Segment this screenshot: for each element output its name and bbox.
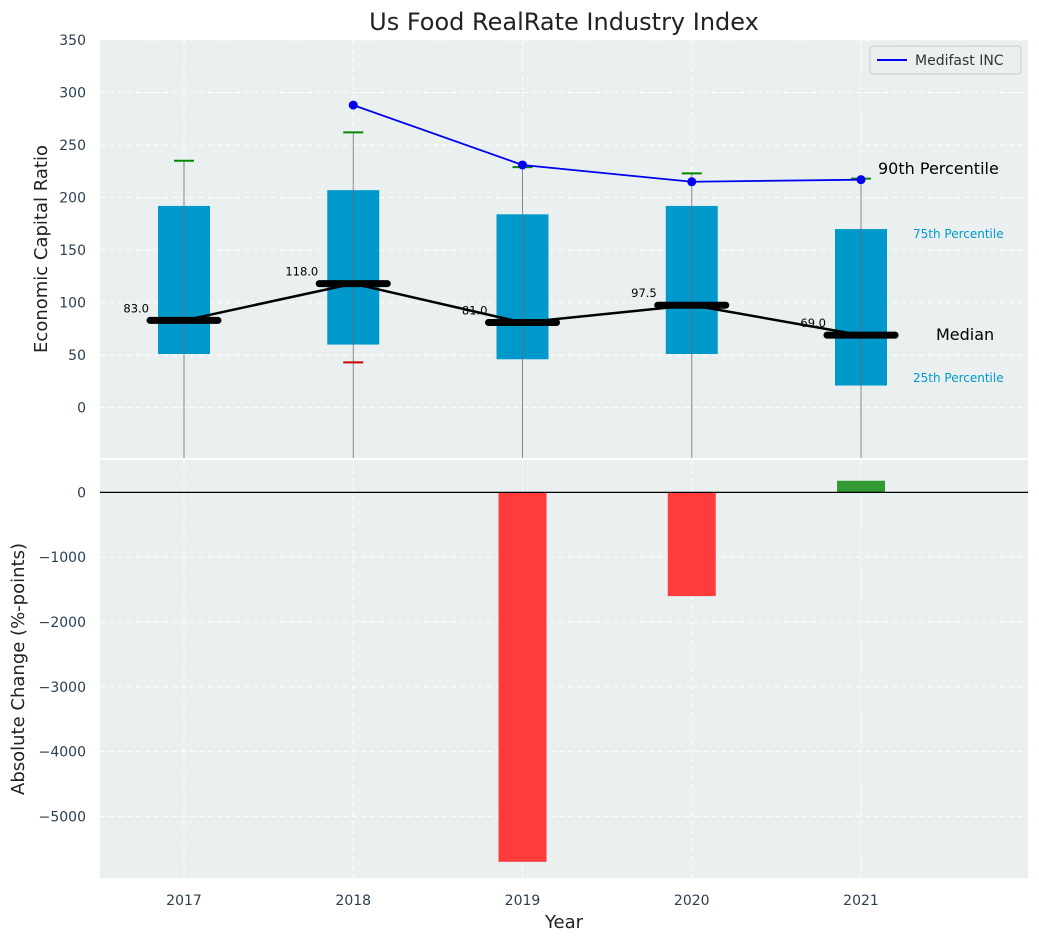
bottom-y-tick-label: −4000	[39, 745, 86, 761]
top-y-tick-label: 350	[59, 33, 86, 49]
x-tick-label-2017: 2017	[166, 893, 202, 909]
bottom-y-tick-label: −5000	[39, 809, 86, 825]
x-axis-label: Year	[544, 912, 584, 933]
top-y-tick-label: 100	[59, 296, 86, 312]
median-label-2020: 97.5	[631, 286, 657, 300]
company-point-2021	[856, 175, 866, 185]
bottom-y-axis-label: Absolute Change (%-points)	[8, 543, 29, 795]
top-y-tick-label: 0	[77, 401, 86, 417]
bottom-y-tick-label: 0	[77, 485, 86, 501]
top-y-ticks: 0 50 100 150 200 250 300 350	[59, 33, 86, 417]
change-bar-2021	[837, 480, 885, 493]
annotation-90th-percentile: 90th Percentile	[878, 159, 999, 178]
bottom-y-tick-label: −1000	[39, 550, 86, 566]
median-group: 83.0 118.0 81.0 97.5 69.0	[123, 265, 899, 339]
change-bars	[100, 480, 1028, 862]
company-point-2019	[518, 160, 527, 170]
boxes	[158, 131, 887, 386]
top-y-tick-label: 50	[68, 348, 86, 364]
annotation-75th-percentile: 75th Percentile	[913, 227, 1004, 241]
change-bar-2019	[498, 492, 547, 862]
bottom-plot-area	[100, 460, 1028, 878]
change-bar-2020	[667, 492, 716, 597]
median-label-2017: 83.0	[123, 301, 149, 315]
bottom-y-ticks: 0 −1000 −2000 −3000 −4000 −5000	[39, 485, 86, 825]
top-y-axis-label: Economic Capital Ratio	[31, 145, 52, 353]
x-tick-label-2019: 2019	[505, 893, 541, 909]
top-y-tick-label: 300	[59, 86, 86, 102]
company-point-2018	[348, 100, 358, 110]
x-tick-label-2018: 2018	[335, 893, 371, 909]
company-point-2020	[687, 177, 697, 187]
company-line	[352, 104, 862, 183]
top-plot-area	[100, 40, 1028, 458]
company-group	[348, 100, 866, 187]
chart-title: Us Food RealRate Industry Index	[369, 8, 759, 36]
x-ticks: 2017 2018 2019 2020 2021	[166, 893, 879, 909]
median-label-2019: 81.0	[462, 304, 488, 318]
bottom-y-tick-label: −3000	[39, 680, 86, 696]
top-y-tick-label: 250	[59, 138, 86, 154]
top-y-tick-label: 150	[59, 243, 86, 259]
x-tick-label-2021: 2021	[843, 893, 879, 909]
median-label-2021: 69.0	[800, 316, 826, 330]
top-y-tick-label: 200	[59, 191, 86, 207]
median-label-2018: 118.0	[285, 265, 318, 279]
bottom-y-tick-label: −2000	[39, 615, 86, 631]
legend-entry-medifast: Medifast INC	[915, 53, 1004, 69]
annotation-median: Median	[936, 325, 994, 344]
legend-box	[869, 45, 1022, 75]
annotation-25th-percentile: 25th Percentile	[913, 371, 1004, 385]
legend: Medifast INC	[869, 45, 1022, 75]
x-tick-label-2020: 2020	[674, 893, 710, 909]
